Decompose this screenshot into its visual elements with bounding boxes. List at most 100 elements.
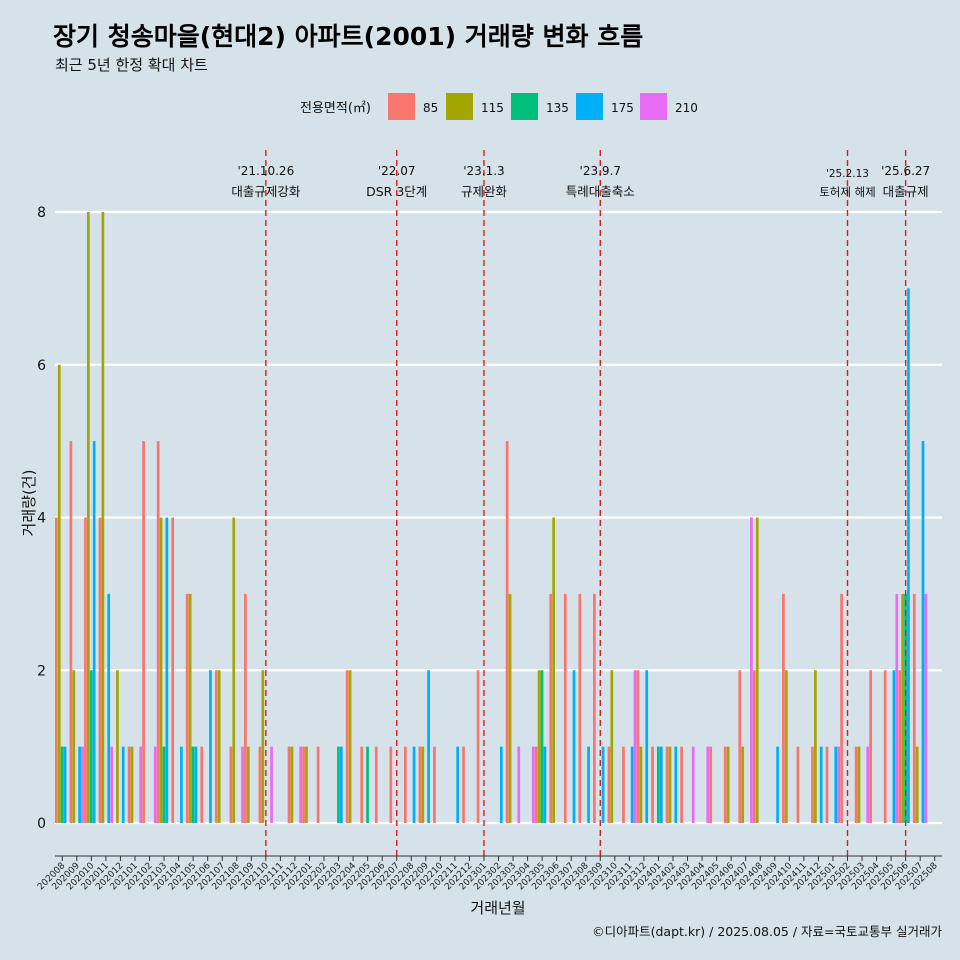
- bar-202410-115: [784, 670, 788, 823]
- bar-202106-85: [200, 746, 204, 823]
- bar-202506-115: [901, 593, 904, 823]
- bar-202306-85: [549, 593, 553, 823]
- bar-202210-85: [433, 746, 436, 823]
- bar-202503-210: [866, 746, 870, 823]
- event-date: '25.2.13: [826, 168, 869, 180]
- bar-202402-115: [668, 746, 672, 823]
- bar-202311-85: [622, 746, 625, 823]
- bar-202302-175: [499, 746, 503, 823]
- bar-202310-115: [610, 670, 614, 823]
- bar-202303-85: [505, 441, 509, 823]
- bar-202008-135: [60, 746, 64, 823]
- bar-202505-175: [892, 670, 896, 823]
- bar-202203-135: [337, 746, 340, 823]
- bar-202012-175: [121, 746, 125, 823]
- bar-202103-135: [162, 746, 166, 823]
- event-markers: '21.10.26 대출규제강화 '22.07 DSR 3단계 '23.1.3 규제완화 '…: [231, 150, 930, 856]
- legend-swatch-115: [446, 93, 473, 120]
- bar-202205-135: [366, 746, 369, 823]
- legend-swatch-175: [576, 93, 603, 120]
- event-label: 대출규제강화: [231, 184, 301, 199]
- bar-202507-175: [921, 441, 925, 823]
- legend-swatch-85: [388, 93, 415, 120]
- event-label: 토허제 해제: [819, 185, 876, 199]
- bar-202408-85: [752, 670, 756, 823]
- bar-202405-85: [709, 746, 713, 823]
- legend-label-210: 210: [675, 101, 698, 115]
- bar-202008-85: [55, 517, 58, 823]
- bar-202403-210: [691, 746, 695, 823]
- bar-202209-85: [418, 746, 422, 823]
- bar-202309-85: [593, 593, 596, 823]
- bar-202101-85: [127, 746, 131, 823]
- bar-202502-85: [840, 593, 843, 823]
- bar-202109-115: [246, 746, 250, 823]
- bar-202410-85: [782, 593, 785, 823]
- bar-202106-175: [209, 670, 212, 823]
- bar-202306-115: [552, 517, 556, 823]
- legend-swatch-135: [511, 93, 538, 120]
- event-date: '25.6.27: [881, 164, 930, 178]
- bar-202009-210: [81, 746, 84, 823]
- bar-202110-85: [258, 746, 262, 823]
- bar-202009-115: [72, 670, 76, 823]
- bar-202201-85: [302, 746, 305, 823]
- y-tick-label: 8: [37, 205, 46, 221]
- bar-202009-85: [69, 441, 73, 823]
- bar-202206-85: [374, 746, 378, 823]
- bar-202011-115: [101, 212, 105, 823]
- bar-202407-85: [738, 670, 742, 823]
- bar-202505-210: [895, 593, 899, 823]
- bar-202507-210: [924, 593, 928, 823]
- bar-202412-115: [814, 670, 817, 823]
- bar-202505-85: [883, 670, 887, 823]
- legend-label-135: 135: [546, 101, 569, 115]
- bar-202311-210: [633, 670, 637, 823]
- bar-202202-85: [316, 746, 320, 823]
- bar-202112-210: [299, 746, 302, 823]
- bar-202402-85: [665, 746, 669, 823]
- bar-202010-135: [89, 670, 93, 823]
- event-label: DSR 3단계: [366, 184, 427, 199]
- bar-202402-175: [674, 746, 678, 823]
- event-date: '21.10.26: [237, 164, 294, 178]
- bar-202506-85: [898, 670, 902, 823]
- bar-202110-115: [261, 670, 265, 823]
- legend-label-175: 175: [611, 101, 634, 115]
- bar-202204-115: [348, 670, 352, 823]
- bar-202305-175: [543, 746, 547, 823]
- bar-202507-85: [912, 593, 916, 823]
- bar-202211-175: [456, 746, 460, 823]
- bar-202103-175: [165, 517, 169, 823]
- bar-202105-175: [194, 746, 198, 823]
- bar-202107-85: [214, 670, 218, 823]
- bar-202108-85: [229, 746, 233, 823]
- event-date: '23.1.3: [463, 164, 504, 178]
- bar-202101-115: [130, 746, 134, 823]
- bar-202305-85: [534, 746, 538, 823]
- bar-202110-210: [270, 746, 273, 823]
- y-axis-title: 거래량(건): [20, 470, 38, 537]
- bar-202105-115: [188, 593, 192, 823]
- legend-swatch-210: [640, 93, 667, 120]
- bar-202503-115: [857, 746, 861, 823]
- bar-202012-115: [116, 670, 119, 823]
- bar-202403-85: [680, 746, 683, 823]
- y-tick-label: 2: [37, 663, 46, 679]
- bar-202205-85: [360, 746, 364, 823]
- bar-202103-85: [156, 441, 160, 823]
- bar-202009-175: [78, 746, 81, 823]
- bar-202406-85: [723, 746, 727, 823]
- event-label: 규제완화: [461, 184, 508, 199]
- bar-202101-210: [139, 746, 143, 823]
- bar-202407-115: [741, 746, 745, 823]
- bar-202404-210: [706, 746, 710, 823]
- event-date: '22.07: [378, 164, 416, 178]
- caption: ©디아파트(dapt.kr) / 2025.08.05 / 자료=국토교통부 실…: [592, 924, 942, 939]
- legend-title: 전용면적(㎡): [300, 101, 371, 116]
- bar-202203-175: [340, 746, 343, 823]
- bar-202008-115: [57, 364, 61, 823]
- bar-202103-115: [159, 517, 163, 823]
- legend-label-115: 115: [481, 101, 504, 115]
- bar-202311-175: [630, 746, 634, 823]
